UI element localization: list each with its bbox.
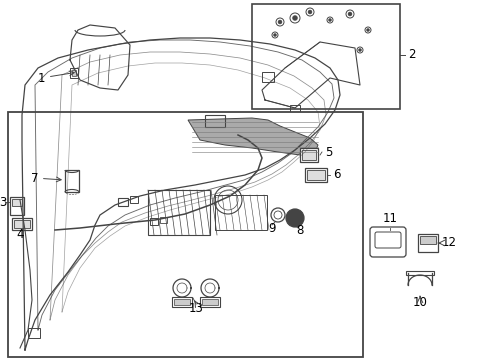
Bar: [174, 299, 190, 305]
Text: 2: 2: [407, 49, 415, 62]
Bar: [305, 168, 326, 182]
Bar: [302, 150, 315, 160]
Bar: [150, 218, 158, 225]
Bar: [244, 130, 251, 135]
Polygon shape: [187, 118, 317, 155]
Bar: [65, 170, 79, 192]
Bar: [70, 68, 78, 78]
Bar: [12, 199, 22, 206]
Circle shape: [307, 10, 311, 14]
Circle shape: [285, 209, 304, 227]
Text: 10: 10: [412, 296, 427, 309]
Bar: [8, 112, 362, 357]
Text: 12: 12: [441, 237, 456, 249]
Bar: [14, 220, 30, 228]
Text: 5: 5: [325, 145, 332, 158]
Text: 1: 1: [38, 71, 74, 85]
FancyBboxPatch shape: [374, 232, 400, 248]
Circle shape: [273, 33, 276, 36]
Bar: [160, 217, 167, 223]
Bar: [251, 4, 399, 109]
Circle shape: [278, 20, 282, 24]
Text: 8: 8: [296, 224, 303, 237]
Bar: [12, 218, 32, 230]
Text: 11: 11: [382, 212, 397, 225]
Circle shape: [347, 12, 351, 16]
Bar: [204, 115, 224, 127]
Bar: [417, 234, 437, 252]
Circle shape: [328, 18, 331, 22]
Text: 7: 7: [30, 171, 61, 184]
Bar: [202, 299, 218, 305]
Circle shape: [358, 49, 361, 51]
Bar: [118, 198, 128, 206]
Text: 9: 9: [268, 221, 275, 234]
Bar: [130, 196, 138, 203]
Bar: [262, 72, 273, 82]
Text: 4: 4: [16, 228, 24, 240]
Bar: [10, 197, 24, 215]
Bar: [72, 70, 76, 76]
Circle shape: [270, 208, 285, 222]
Text: 13: 13: [188, 302, 203, 315]
Circle shape: [292, 15, 297, 21]
Bar: [172, 297, 192, 307]
Bar: [299, 148, 317, 162]
Circle shape: [366, 28, 369, 31]
FancyBboxPatch shape: [369, 227, 405, 257]
Bar: [419, 236, 435, 244]
Bar: [306, 170, 325, 180]
Bar: [28, 328, 40, 338]
Bar: [200, 297, 220, 307]
Bar: [405, 271, 433, 275]
Bar: [289, 105, 299, 113]
Bar: [236, 132, 245, 138]
Text: 6: 6: [332, 168, 340, 181]
Text: 3: 3: [0, 195, 7, 208]
